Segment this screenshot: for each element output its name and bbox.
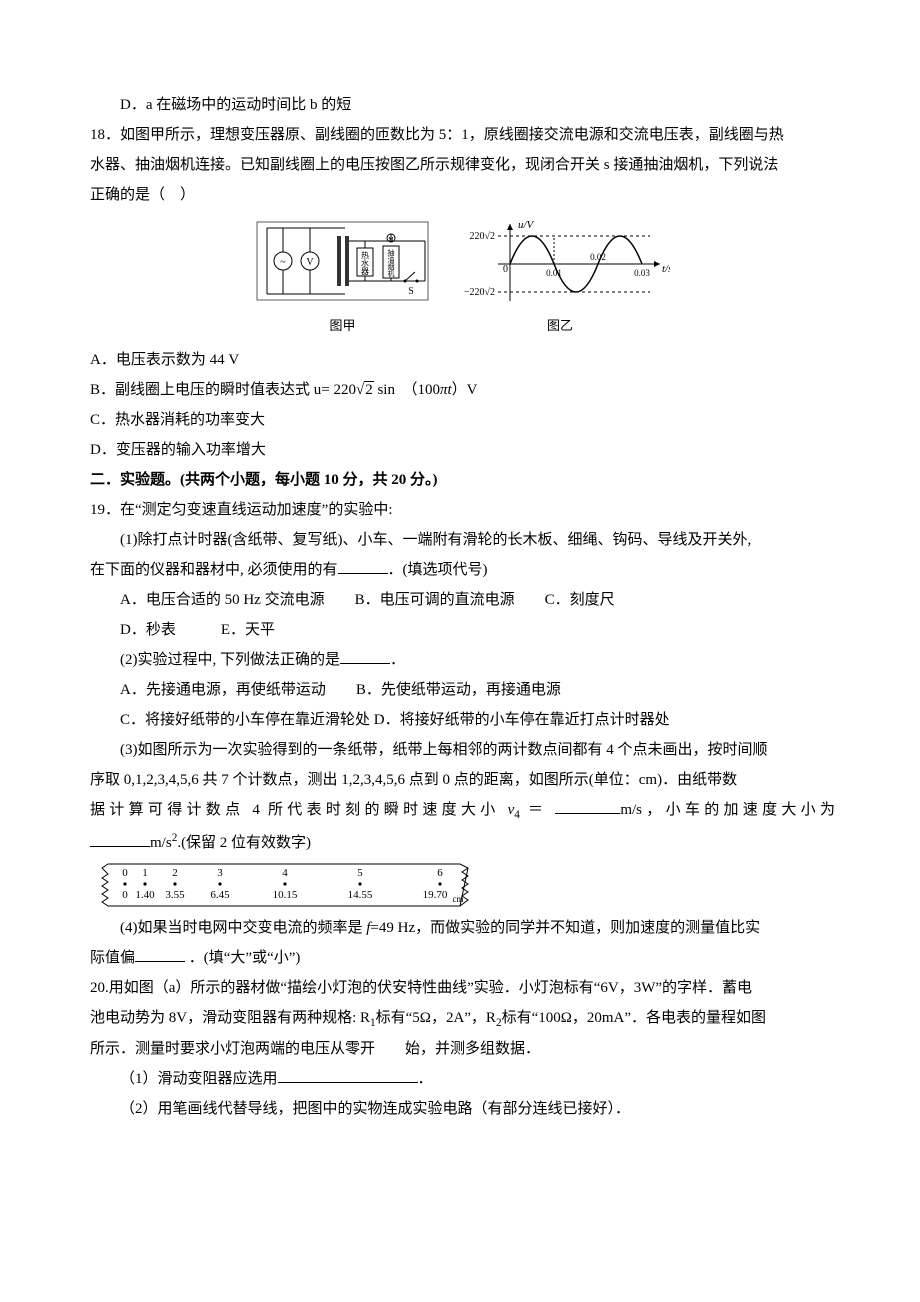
svg-text:5: 5 bbox=[357, 867, 363, 879]
q18-circuit-svg: ~ V 热 水 器 bbox=[255, 216, 430, 311]
svg-text:3: 3 bbox=[217, 867, 223, 879]
q18-stem-line1: 18．如图甲所示，理想变压器原、副线圈的匝数比为 5：1，原线圈接交流电源和交流… bbox=[90, 120, 835, 150]
q18-option-a: A．电压表示数为 44 V bbox=[90, 345, 835, 375]
q19-4c: 际值偏 ．(填“大”或“小”) bbox=[90, 943, 835, 973]
svg-text:1.40: 1.40 bbox=[135, 889, 155, 901]
q18-option-d: D．变压器的输入功率增大 bbox=[90, 435, 835, 465]
q19-3a: (3)如图所示为一次实验得到的一条纸带，纸带上每相邻的两计数点间都有 4 个点未… bbox=[90, 735, 835, 765]
svg-text:19.70: 19.70 bbox=[423, 889, 448, 901]
q19-4a-text: (4)如果当时电网中交变电流的频率是 bbox=[120, 920, 366, 936]
q18-caption2: 图乙 bbox=[450, 313, 670, 339]
svg-text:0: 0 bbox=[122, 867, 128, 879]
svg-text:~: ~ bbox=[280, 257, 286, 268]
svg-text:4: 4 bbox=[282, 867, 288, 879]
svg-text:10.15: 10.15 bbox=[273, 889, 298, 901]
q20-s2-pre: 池电动势为 8V，滑动变阻器有两种规格: R bbox=[90, 1010, 370, 1026]
svg-text:0: 0 bbox=[122, 889, 128, 901]
q18-wave-svg: u/V t/s 0 220√2 −220√2 0.01 0.02 0.03 bbox=[450, 216, 670, 311]
q19-tape-svg: 0 1 2 3 4 5 6 0 1.40 3.55 6.4 bbox=[90, 858, 480, 913]
q18b-post: sin （100 bbox=[374, 382, 440, 398]
q19-tape-row: 0 1 2 3 4 5 6 0 1.40 3.55 6.4 bbox=[90, 858, 835, 913]
q19-3c-eq: ＝ bbox=[520, 802, 555, 818]
q20-stem1: 20.用如图（a）所示的器材做“描绘小灯泡的伏安特性曲线”实验．小灯泡标有“6V… bbox=[90, 973, 835, 1003]
q19-1c: ．(填选项代号) bbox=[388, 562, 488, 578]
svg-text:器: 器 bbox=[361, 267, 369, 276]
page-root: D．a 在磁场中的运动时间比 b 的短 18．如图甲所示，理想变压器原、副线圈的… bbox=[0, 0, 920, 1302]
svg-text:220√2: 220√2 bbox=[470, 231, 496, 242]
svg-text:0: 0 bbox=[503, 264, 508, 275]
q20-1-text: （1）滑动变阻器应选用 bbox=[120, 1071, 278, 1087]
q20-2: （2）用笔画线代替导线，把图中的实物连成实验电路（有部分连线已接好）． bbox=[90, 1094, 835, 1124]
q18-option-b: B．副线圈上电压的瞬时值表达式 u= 2202 sin （100πt）V bbox=[90, 375, 835, 405]
q18-stem-line2: 水器、抽油烟机连接。已知副线圈上的电压按图乙所示规律变化，现闭合开关 s 接通抽… bbox=[90, 150, 835, 180]
svg-text:3.55: 3.55 bbox=[165, 889, 185, 901]
q19-3d: m/s2.(保留 2 位有效数字) bbox=[90, 827, 835, 858]
q19-1-opts2: D．秒表 E．天平 bbox=[90, 615, 835, 645]
q19-3d-unit: m/s bbox=[150, 835, 172, 851]
q19-4c-text: 际值偏 bbox=[90, 950, 135, 966]
q19-4-blank bbox=[135, 946, 185, 962]
q19-2-text: (2)实验过程中, 下列做法正确的是 bbox=[120, 652, 340, 668]
q20-1: （1）滑动变阻器应选用 ． bbox=[90, 1064, 835, 1094]
q19-stem: 19．在“测定匀变速直线运动加速度”的实验中: bbox=[90, 495, 835, 525]
svg-text:2: 2 bbox=[172, 867, 178, 879]
q20-s2-mid: 标有“5Ω，2A”，R bbox=[376, 1010, 496, 1026]
q20-1-end: ． bbox=[418, 1071, 433, 1087]
q18b-var: πt bbox=[440, 382, 452, 398]
section2-title: 二．实验题。(共两个小题，每小题 10 分，共 20 分。) bbox=[90, 465, 835, 495]
q18-figure-row: ~ V 热 水 器 bbox=[90, 216, 835, 339]
q19-2-opts1: A．先接通电源，再使纸带运动 B．先使纸带运动，再接通电源 bbox=[90, 675, 835, 705]
svg-text:0.03: 0.03 bbox=[634, 268, 650, 278]
svg-text:cm: cm bbox=[453, 894, 464, 904]
svg-text:6.45: 6.45 bbox=[210, 889, 230, 901]
q18-stem-line3: 正确的是（ ） bbox=[90, 180, 835, 210]
q20-1-blank bbox=[278, 1067, 418, 1083]
q19-2: (2)实验过程中, 下列做法正确的是 ． bbox=[90, 645, 835, 675]
q19-4a: (4)如果当时电网中交变电流的频率是 f=49 Hz，而做实验的同学并不知道，则… bbox=[90, 913, 835, 943]
q18-wave-box: u/V t/s 0 220√2 −220√2 0.01 0.02 0.03 图乙 bbox=[450, 216, 670, 339]
q18b-pre: B．副线圈上电压的瞬时值表达式 u= 220 bbox=[90, 382, 356, 398]
q19-2-blank bbox=[340, 648, 390, 664]
q19-3d-blank bbox=[90, 831, 150, 847]
svg-text:S: S bbox=[408, 286, 414, 297]
q19-1-blank bbox=[338, 558, 388, 574]
svg-text:14.55: 14.55 bbox=[348, 889, 373, 901]
q18-option-c: C．热水器消耗的功率变大 bbox=[90, 405, 835, 435]
svg-text:−220√2: −220√2 bbox=[464, 287, 495, 298]
sqrt-2: 2 bbox=[356, 375, 374, 405]
q18-circuit-box: ~ V 热 水 器 bbox=[255, 216, 430, 339]
q20-stem2: 池电动势为 8V，滑动变阻器有两种规格: R1标有“5Ω，2A”，R2标有“10… bbox=[90, 1003, 835, 1035]
q19-4b: =49 Hz，而做实验的同学并不知道，则加速度的测量值比实 bbox=[370, 920, 760, 936]
svg-text:6: 6 bbox=[437, 867, 443, 879]
q18-caption1: 图甲 bbox=[255, 313, 430, 339]
svg-text:0.02: 0.02 bbox=[590, 252, 606, 262]
svg-text:V: V bbox=[306, 257, 314, 268]
svg-text:机: 机 bbox=[388, 269, 395, 278]
q19-1b-text: 在下面的仪器和器材中, 必须使用的有 bbox=[90, 562, 338, 578]
q19-1a: (1)除打点计时器(含纸带、复写纸)、小车、一端附有滑轮的长木板、细绳、钩码、导… bbox=[90, 525, 835, 555]
q20-s2-post: 标有“100Ω，20mA”．各电表的量程如图 bbox=[502, 1010, 766, 1026]
q19-3c-blank1 bbox=[555, 798, 620, 814]
q20-stem3: 所示．测量时要求小灯泡两端的电压从零开 始，并测多组数据． bbox=[90, 1034, 835, 1064]
q18b-end: ）V bbox=[452, 382, 478, 398]
q19-1b: 在下面的仪器和器材中, 必须使用的有 ．(填选项代号) bbox=[90, 555, 835, 585]
q19-3c: 据计算可得计数点 4 所代表时刻的瞬时速度大小 v4 ＝ m/s，小车的加速度大… bbox=[90, 795, 835, 827]
q19-3c-post: m/s，小车的加速度大小为 bbox=[620, 802, 835, 818]
q17-option-d: D．a 在磁场中的运动时间比 b 的短 bbox=[90, 90, 835, 120]
q19-3b: 序取 0,1,2,3,4,5,6 共 7 个计数点，测出 1,2,3,4,5,6… bbox=[90, 765, 835, 795]
svg-text:1: 1 bbox=[142, 867, 148, 879]
q19-2-opts2: C．将接好纸带的小车停在靠近滑轮处 D．将接好纸带的小车停在靠近打点计时器处 bbox=[90, 705, 835, 735]
q19-1-opts1: A．电压合适的 50 Hz 交流电源 B．电压可调的直流电源 C．刻度尺 bbox=[90, 585, 835, 615]
svg-text:0.01: 0.01 bbox=[546, 268, 562, 278]
svg-text:u/V: u/V bbox=[518, 219, 535, 231]
q19-3c-pre: 据计算可得计数点 4 所代表时刻的瞬时速度大小 bbox=[90, 802, 508, 818]
q19-3d-end: .(保留 2 位有效数字) bbox=[177, 835, 311, 851]
svg-text:t/s: t/s bbox=[662, 263, 670, 275]
q19-2-dot: ． bbox=[390, 652, 405, 668]
q19-4d: ．(填“大”或“小”) bbox=[185, 950, 300, 966]
